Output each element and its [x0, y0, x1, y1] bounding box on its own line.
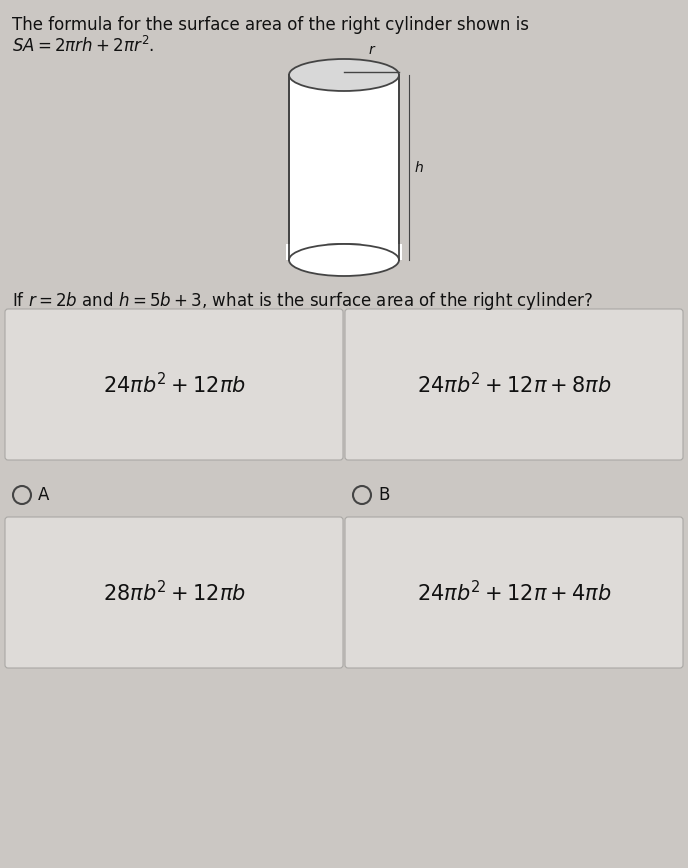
Text: r: r [369, 43, 374, 57]
Text: A: A [38, 486, 50, 504]
Ellipse shape [289, 59, 399, 91]
Text: $24\pi b^2 + 12\pi b$: $24\pi b^2 + 12\pi b$ [103, 372, 246, 397]
Text: If $r = 2b$ and $h = 5b + 3$, what is the surface area of the right cylinder?: If $r = 2b$ and $h = 5b + 3$, what is th… [12, 290, 593, 312]
FancyBboxPatch shape [345, 309, 683, 460]
Text: $24\pi b^2 + 12\pi + 8\pi b$: $24\pi b^2 + 12\pi + 8\pi b$ [417, 372, 611, 397]
Text: $SA = 2\pi rh + 2\pi r^2.$: $SA = 2\pi rh + 2\pi r^2.$ [12, 36, 155, 56]
Text: $28\pi b^2 + 12\pi b$: $28\pi b^2 + 12\pi b$ [103, 580, 246, 605]
FancyBboxPatch shape [345, 517, 683, 668]
FancyBboxPatch shape [5, 517, 343, 668]
Text: The formula for the surface area of the right cylinder shown is: The formula for the surface area of the … [12, 16, 529, 34]
Text: $24\pi b^2 + 12\pi + 4\pi b$: $24\pi b^2 + 12\pi + 4\pi b$ [417, 580, 611, 605]
Text: B: B [378, 486, 389, 504]
FancyBboxPatch shape [5, 309, 343, 460]
Polygon shape [289, 75, 399, 260]
Ellipse shape [289, 244, 399, 276]
Polygon shape [286, 244, 402, 260]
Text: h: h [415, 161, 424, 174]
